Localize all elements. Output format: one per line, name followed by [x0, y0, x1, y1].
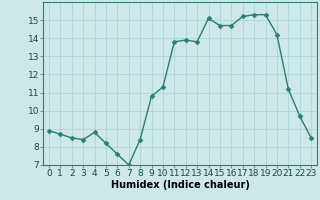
X-axis label: Humidex (Indice chaleur): Humidex (Indice chaleur)	[111, 180, 249, 190]
